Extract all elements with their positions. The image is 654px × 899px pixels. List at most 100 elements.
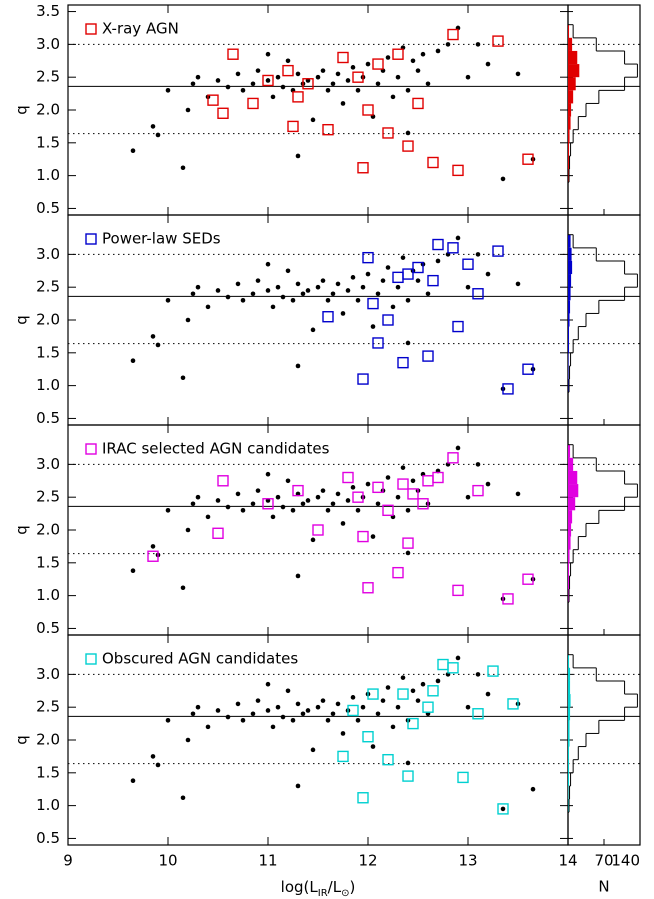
data-point — [475, 252, 481, 257]
hist-bar — [568, 694, 571, 708]
data-point — [405, 550, 411, 556]
hist-bar — [568, 77, 576, 91]
data-point — [265, 78, 271, 83]
data-point — [295, 573, 301, 579]
data-point — [435, 678, 441, 684]
y-axis-label: q — [13, 105, 31, 115]
data-point — [455, 655, 461, 661]
data-square — [382, 753, 394, 766]
data-square — [382, 504, 394, 517]
data-point — [355, 508, 361, 513]
data-point — [150, 754, 156, 759]
data-point — [400, 675, 406, 680]
data-square — [382, 314, 394, 326]
data-point — [340, 521, 346, 526]
data-point — [455, 445, 461, 451]
data-point — [280, 294, 286, 300]
data-point — [265, 681, 271, 687]
data-point — [240, 88, 246, 93]
data-point — [305, 498, 311, 503]
y-tick-label: 0.5 — [36, 619, 60, 637]
data-square — [472, 288, 484, 300]
hist-bar — [568, 300, 571, 314]
hist-bar — [568, 287, 571, 301]
y-tick-label: 1.5 — [36, 343, 60, 361]
data-point — [250, 81, 256, 87]
data-point — [325, 298, 331, 303]
data-point — [285, 58, 291, 64]
data-point — [315, 704, 321, 710]
data-square — [382, 127, 394, 139]
data-point — [335, 701, 341, 707]
data-point — [205, 304, 211, 310]
data-point — [305, 708, 311, 713]
data-point — [385, 475, 391, 480]
data-square — [282, 64, 294, 77]
data-point — [335, 71, 341, 77]
data-point — [295, 363, 301, 369]
data-point — [310, 747, 316, 753]
data-point — [180, 165, 186, 171]
data-point — [500, 806, 506, 812]
data-square — [422, 475, 434, 487]
data-point — [405, 508, 411, 513]
y-axis-label: q — [13, 525, 31, 535]
data-square — [392, 566, 404, 579]
data-point — [305, 288, 311, 293]
data-point — [195, 284, 201, 290]
hist-bar — [568, 37, 573, 51]
data-square — [522, 363, 534, 375]
legend-marker — [85, 653, 97, 665]
data-point — [455, 235, 461, 241]
data-square — [402, 140, 414, 152]
hist-bar — [568, 654, 570, 668]
data-square — [362, 251, 374, 264]
y-tick-label: 0.5 — [36, 829, 60, 847]
data-square — [147, 550, 159, 562]
data-square — [372, 481, 384, 494]
data-point — [380, 698, 386, 703]
data-point — [485, 481, 491, 487]
data-square — [472, 484, 484, 497]
data-point — [280, 504, 286, 510]
data-point — [405, 340, 411, 346]
data-point — [165, 298, 171, 303]
data-square — [502, 383, 514, 395]
data-square — [287, 120, 299, 133]
data-point — [350, 485, 356, 490]
data-square — [357, 162, 369, 174]
data-point — [380, 278, 386, 283]
data-point — [155, 132, 161, 138]
hist-bar — [568, 470, 578, 485]
data-square — [337, 51, 349, 64]
data-point — [375, 501, 381, 507]
data-point — [250, 291, 256, 297]
data-point — [285, 268, 291, 274]
data-square — [302, 78, 314, 90]
data-square — [402, 537, 414, 549]
data-point — [415, 278, 421, 283]
data-point — [165, 508, 171, 513]
data-point — [370, 744, 376, 749]
data-point — [325, 508, 331, 513]
data-point — [215, 708, 221, 713]
hist-bar — [568, 313, 570, 327]
data-point — [300, 501, 306, 507]
x-tick-label: 10 — [158, 852, 177, 870]
data-point — [235, 701, 241, 707]
hist-bar — [568, 720, 570, 734]
data-point — [515, 281, 521, 287]
data-point — [405, 130, 411, 136]
data-point — [255, 488, 261, 493]
data-point — [195, 494, 201, 500]
data-square — [352, 71, 364, 83]
data-square — [427, 274, 439, 287]
hist-bar — [568, 746, 570, 760]
data-point — [240, 718, 246, 723]
data-square — [347, 704, 359, 717]
y-tick-label: 1.0 — [36, 796, 60, 814]
data-square — [522, 153, 534, 165]
data-point — [285, 688, 291, 694]
x-tick-label: 12 — [358, 852, 377, 870]
